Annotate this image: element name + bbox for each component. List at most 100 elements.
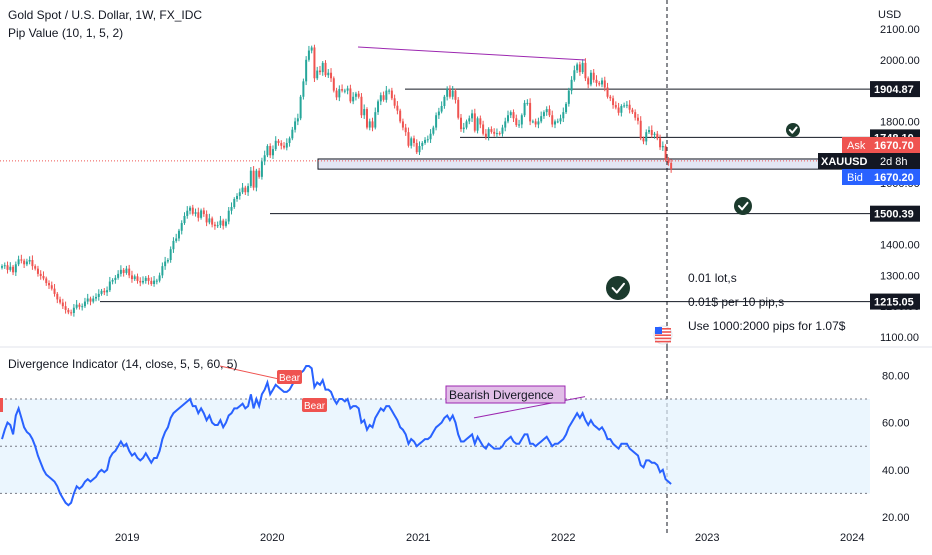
candle	[299, 96, 302, 119]
bear-tag-edge	[0, 398, 3, 412]
lot-size-note: 0.01 lot,s	[688, 271, 737, 285]
candle	[388, 90, 391, 92]
candle	[653, 133, 656, 135]
candle	[263, 155, 266, 162]
candle	[606, 87, 609, 97]
candle	[642, 138, 645, 142]
candle	[573, 70, 576, 80]
candle	[506, 115, 509, 122]
candle	[457, 99, 460, 118]
candle	[498, 133, 501, 135]
candle	[283, 145, 286, 148]
candle	[418, 146, 421, 153]
ask-value: 1670.70	[874, 140, 914, 152]
flag-stripe	[655, 337, 671, 340]
candle	[288, 138, 291, 143]
candle	[648, 130, 651, 133]
candle	[296, 118, 299, 122]
us-flag-icon	[653, 325, 673, 345]
candle	[222, 220, 225, 226]
candle	[313, 47, 316, 79]
candle	[570, 79, 573, 91]
candle	[200, 210, 203, 218]
candle	[139, 280, 142, 283]
candle	[255, 170, 258, 188]
candle	[31, 260, 34, 267]
check-mark	[788, 126, 798, 134]
candle	[479, 118, 482, 125]
candle	[252, 170, 255, 188]
candle	[587, 78, 590, 85]
bid-value-bg	[870, 169, 920, 185]
candle	[310, 47, 313, 51]
candle	[451, 90, 454, 97]
candle	[368, 121, 371, 128]
candle	[443, 96, 446, 106]
candle	[67, 309, 70, 313]
candle	[639, 120, 642, 139]
candle	[424, 139, 427, 143]
candle	[620, 106, 623, 113]
candle	[133, 276, 136, 280]
bear-divergence-line	[219, 365, 285, 381]
candle	[352, 96, 355, 102]
candle	[548, 109, 551, 116]
candle	[277, 140, 280, 143]
candle	[247, 186, 250, 193]
candle	[429, 133, 432, 140]
candle	[341, 89, 344, 91]
divergence-indicator-label[interactable]: Divergence Indicator (14, close, 5, 5, 6…	[8, 357, 238, 371]
candle	[617, 107, 620, 113]
candle	[360, 96, 363, 116]
candle	[664, 146, 667, 160]
candle	[227, 210, 230, 222]
candle	[97, 293, 100, 297]
price-divergence-line	[357, 46, 586, 61]
candle	[625, 104, 628, 106]
candle	[432, 127, 435, 134]
candle	[59, 299, 62, 303]
candle	[468, 118, 471, 122]
bearish-divergence-label: Bearish Divergence	[449, 388, 554, 402]
candle	[25, 261, 28, 265]
candle	[396, 105, 399, 111]
candle	[233, 199, 236, 208]
candle	[332, 78, 335, 91]
candle	[636, 117, 639, 121]
candle	[363, 109, 366, 116]
level-tag-bg	[870, 205, 920, 222]
candle	[202, 210, 205, 215]
candle	[567, 90, 570, 104]
candle	[86, 298, 89, 302]
candle	[64, 306, 67, 310]
candle	[103, 290, 106, 293]
candle	[50, 285, 53, 289]
candle	[294, 121, 297, 130]
candle	[390, 90, 393, 99]
ask-value-bg	[870, 137, 920, 153]
candle	[269, 146, 272, 156]
time-tick-label: 2019	[115, 532, 139, 544]
candle	[377, 101, 380, 113]
bear-label: Bear	[304, 401, 326, 412]
candle	[48, 283, 51, 286]
candle	[122, 269, 125, 273]
candle	[53, 288, 56, 294]
candle	[189, 207, 192, 211]
candle	[23, 260, 26, 265]
check-circle	[606, 276, 630, 300]
flag-stripe	[655, 328, 671, 330]
candle	[3, 265, 6, 267]
time-tick-label: 2020	[260, 532, 284, 544]
candle	[612, 98, 615, 106]
pip-value-indicator-label[interactable]: Pip Value (10, 1, 5, 2)	[8, 26, 124, 40]
candle	[518, 124, 521, 126]
candle	[142, 280, 145, 283]
check-mark	[737, 201, 749, 211]
pip-value-note: 0.01$ per 10 pip,s	[688, 295, 785, 309]
candle	[545, 109, 548, 113]
candle	[111, 280, 114, 282]
candle	[28, 260, 31, 262]
